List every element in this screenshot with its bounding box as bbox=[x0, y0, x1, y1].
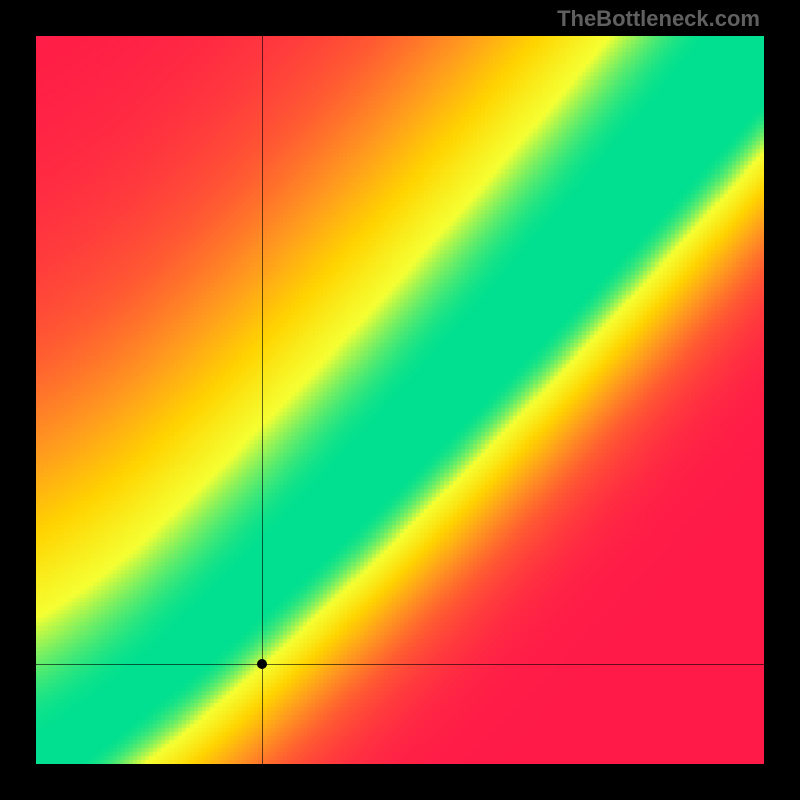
crosshair-vertical bbox=[262, 36, 263, 764]
heatmap-plot bbox=[36, 36, 764, 764]
watermark-text: TheBottleneck.com bbox=[557, 6, 760, 32]
crosshair-horizontal bbox=[36, 664, 764, 665]
crosshair-marker-dot bbox=[257, 659, 267, 669]
heatmap-canvas bbox=[36, 36, 764, 764]
